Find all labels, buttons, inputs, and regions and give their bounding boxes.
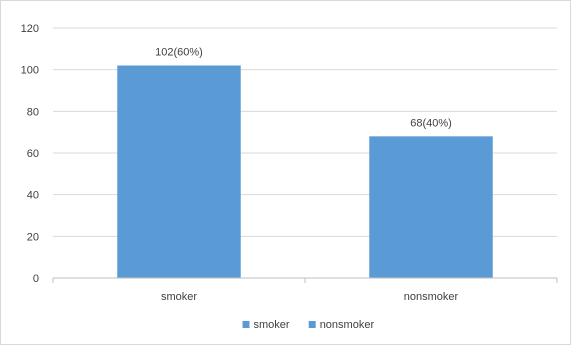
y-tick-label: 40: [27, 190, 39, 202]
y-tick-label: 120: [21, 23, 39, 35]
y-tick-label: 100: [21, 65, 39, 77]
legend-swatch: [308, 321, 316, 328]
y-tick-label: 0: [33, 273, 39, 285]
data-label: 68(40%): [410, 117, 452, 129]
y-tick-label: 60: [27, 148, 39, 160]
legend-label: smoker: [254, 319, 290, 331]
data-label: 102(60%): [155, 47, 203, 59]
x-tick-label: nonsmoker: [404, 291, 459, 303]
y-tick-label: 80: [27, 106, 39, 118]
legend-label: nonsmoker: [320, 319, 375, 331]
bar-nonsmoker: [369, 136, 493, 278]
bars: [117, 65, 493, 278]
data-labels: 102(60%) 68(40%): [155, 47, 452, 130]
x-axis: smoker nonsmoker: [52, 277, 558, 303]
legend-swatch: [242, 321, 250, 328]
y-axis-ticks: 0 20 40 60 80 100 120: [21, 23, 39, 285]
bar-chart: 0 20 40 60 80 100 120 102(60%) 68(40%) smoker no…: [21, 23, 558, 331]
y-tick-label: 20: [27, 231, 39, 243]
x-tick-label: smoker: [161, 291, 197, 303]
legend: smoker nonsmoker: [242, 319, 375, 331]
bar-smoker: [117, 65, 241, 278]
